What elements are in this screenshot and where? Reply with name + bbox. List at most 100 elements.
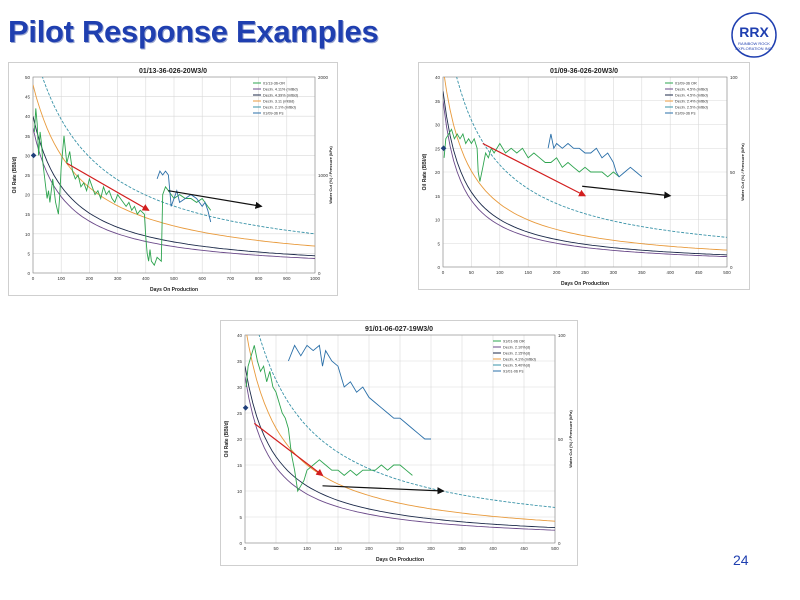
start-marker bbox=[30, 152, 37, 159]
x-tick-label: 350 bbox=[458, 546, 466, 551]
x-tick-label: 600 bbox=[198, 276, 206, 281]
decline-curve-2 bbox=[245, 366, 555, 529]
oil-rate-series bbox=[245, 345, 413, 493]
legend-entry: Decln. 5.40%(d) bbox=[503, 364, 531, 368]
y2-tick-label: 0 bbox=[318, 271, 321, 276]
decline-curve-4 bbox=[456, 77, 727, 238]
x-tick-label: 0 bbox=[32, 276, 35, 281]
y-tick-label: 15 bbox=[435, 194, 441, 199]
legend-entry: Decln. 2.5% (mtBd) bbox=[675, 106, 709, 110]
company-logo: RRX RAINBOW ROCK EXPLORATION INC. bbox=[724, 10, 784, 60]
decline-curve-4 bbox=[42, 77, 315, 235]
trend-arrow-black bbox=[168, 190, 263, 209]
chart-title: 01/09-36-026-20W3/0 bbox=[550, 68, 618, 75]
decline-curve-1 bbox=[443, 100, 727, 258]
y-tick-label: 30 bbox=[25, 153, 31, 158]
legend-entry: Decln. 4.5% (mtBd) bbox=[675, 94, 709, 98]
x-tick-label: 800 bbox=[255, 276, 263, 281]
chart-title: 91/01-06-027-19W3/0 bbox=[365, 326, 433, 333]
y2-axis-label: Water Cut (%) / Pressure (kPa) bbox=[740, 143, 745, 201]
x-tick-label: 450 bbox=[520, 546, 528, 551]
y-tick-label: 40 bbox=[435, 75, 441, 80]
y-tick-label: 5 bbox=[27, 251, 30, 256]
chart-01-13-36: 01/13-36-026-20W3/0 0 5 10 15 20 25 30 35 40 45 50 0… bbox=[8, 62, 338, 296]
start-marker bbox=[242, 404, 249, 411]
oil-rate-series bbox=[443, 128, 620, 182]
y-tick-label: 40 bbox=[25, 114, 31, 119]
y2-tick-label: 1000 bbox=[318, 173, 329, 178]
decline-curve-1 bbox=[33, 127, 315, 259]
y-tick-label: 0 bbox=[239, 541, 242, 546]
y-tick-label: 35 bbox=[435, 99, 441, 104]
x-tick-label: 300 bbox=[610, 270, 618, 275]
oil-rate-series bbox=[33, 108, 212, 267]
x-tick-label: 400 bbox=[142, 276, 150, 281]
y2-axis-label: Water Cut (%) / Pressure (kPa) bbox=[328, 146, 333, 204]
y-tick-label: 40 bbox=[237, 333, 243, 338]
x-tick-label: 1000 bbox=[310, 276, 321, 281]
plot-frame bbox=[244, 334, 556, 544]
legend-entry: Decln. 2.1% (mtBd) bbox=[263, 106, 297, 110]
y-tick-label: 20 bbox=[25, 193, 31, 198]
legend-entry: 01/09-36 OR bbox=[675, 82, 697, 86]
y-tick-label: 25 bbox=[25, 173, 31, 178]
y-tick-label: 0 bbox=[27, 271, 30, 276]
y-axis-label: Oil Rate (BBl/d) bbox=[422, 153, 428, 190]
legend-entry: 91/01-06 Ps bbox=[503, 370, 524, 374]
y-tick-label: 10 bbox=[25, 232, 31, 237]
x-axis-label: Days On Production bbox=[376, 557, 424, 563]
y-tick-label: 20 bbox=[237, 437, 243, 442]
y-tick-label: 5 bbox=[437, 241, 440, 246]
pressure-series bbox=[547, 133, 643, 178]
decline-curve-3 bbox=[33, 84, 315, 247]
decline-curve-2 bbox=[443, 91, 727, 256]
decline-curve-2 bbox=[33, 116, 315, 257]
y-tick-label: 10 bbox=[435, 218, 441, 223]
x-tick-label: 300 bbox=[114, 276, 122, 281]
chart-svg: 01/13-36-026-20W3/0051015202530354045500… bbox=[12, 68, 333, 293]
x-tick-label: 700 bbox=[227, 276, 235, 281]
y-tick-label: 45 bbox=[25, 95, 31, 100]
trend-arrow-black bbox=[582, 185, 672, 199]
x-tick-label: 200 bbox=[86, 276, 94, 281]
decline-curve-3 bbox=[443, 77, 727, 251]
trend-arrow-red bbox=[253, 422, 324, 477]
legend-entry: 01/09-36 Ps bbox=[675, 112, 696, 116]
x-tick-label: 250 bbox=[581, 270, 589, 275]
plot-area bbox=[443, 77, 727, 258]
y2-axis-label: Water Cut (%) / Pressure (kPa) bbox=[568, 410, 573, 468]
legend-entry: Decln. 2.10%(d) bbox=[503, 346, 531, 350]
legend-entry: Decln. 2.4% (mtBd) bbox=[675, 100, 709, 104]
page-number: 24 bbox=[733, 552, 749, 568]
y-tick-label: 35 bbox=[25, 134, 31, 139]
legend-entry: Decln. 2.15%(d) bbox=[503, 352, 531, 356]
x-axis-label: Days On Production bbox=[150, 287, 198, 293]
logo-text: RRX bbox=[739, 24, 769, 40]
y2-tick-label: 50 bbox=[558, 437, 564, 442]
x-tick-label: 900 bbox=[283, 276, 291, 281]
x-tick-label: 450 bbox=[695, 270, 703, 275]
x-axis-label: Days On Production bbox=[561, 281, 609, 287]
pressure-series bbox=[287, 344, 431, 440]
y-tick-label: 0 bbox=[437, 265, 440, 270]
x-tick-label: 50 bbox=[273, 546, 279, 551]
x-tick-label: 50 bbox=[469, 270, 475, 275]
legend-entry: 91/01-06 OR bbox=[503, 340, 525, 344]
logo-line2: RAINBOW ROCK bbox=[738, 41, 770, 46]
x-tick-label: 150 bbox=[334, 546, 342, 551]
legend-entry: Decln. 4.39% (mtBd) bbox=[263, 94, 299, 98]
plot-frame bbox=[32, 76, 316, 274]
pressure-series bbox=[156, 170, 212, 223]
legend-entry: 01/13-36-OR bbox=[263, 82, 285, 86]
x-tick-label: 400 bbox=[666, 270, 674, 275]
x-tick-label: 400 bbox=[489, 546, 497, 551]
y2-tick-label: 0 bbox=[730, 265, 733, 270]
x-tick-label: 100 bbox=[57, 276, 65, 281]
x-tick-label: 350 bbox=[638, 270, 646, 275]
chart-title: 01/13-36-026-20W3/0 bbox=[139, 68, 207, 75]
legend-entry: Decln. 4.5% (mtBd) bbox=[675, 88, 709, 92]
y-tick-label: 25 bbox=[435, 146, 441, 151]
x-tick-label: 500 bbox=[551, 546, 559, 551]
y-tick-label: 15 bbox=[237, 463, 243, 468]
